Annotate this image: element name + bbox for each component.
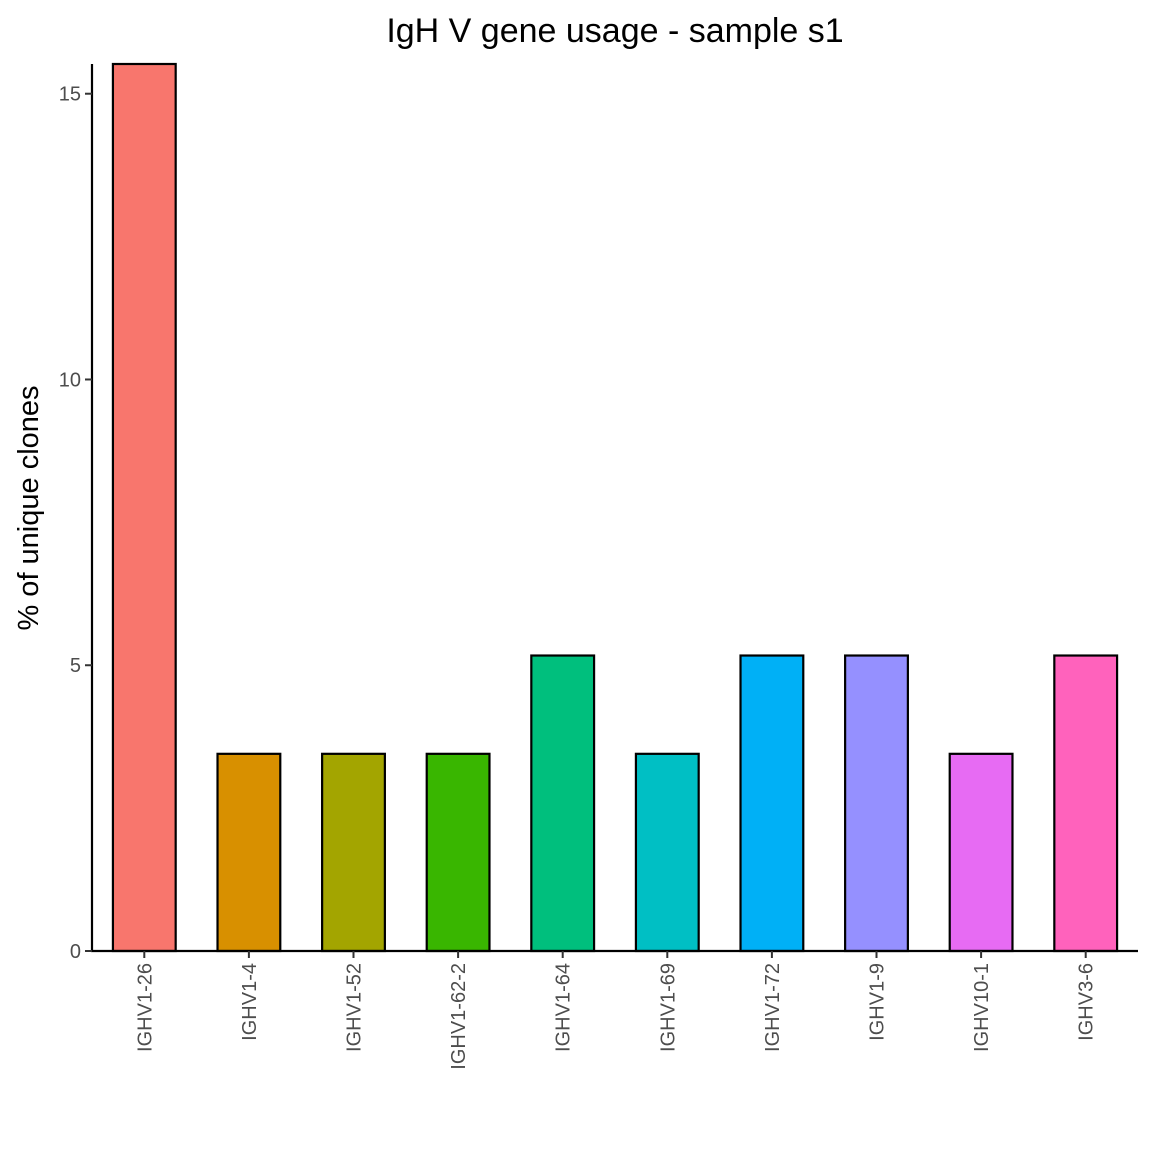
y-tick-label: 15	[59, 84, 81, 106]
x-tick-label: IGHV1-9	[867, 963, 889, 1041]
bar-ighv3-6	[1053, 654, 1119, 953]
chart-title: IgH V gene usage - sample s1	[386, 12, 843, 50]
x-tick-label: IGHV1-69	[657, 963, 679, 1052]
x-tick-label: IGHV3-6	[1076, 963, 1098, 1041]
y-axis-label: % of unique clones	[13, 385, 45, 630]
bar-ighv1-9	[844, 654, 909, 953]
bars-group	[111, 62, 1119, 953]
x-tick-label: IGHV1-52	[344, 963, 366, 1052]
y-ticks-group: 0 5 10 15	[59, 84, 92, 963]
x-tick-label: IGHV1-4	[239, 963, 261, 1041]
bar-ighv1-26	[111, 62, 177, 953]
bar-ighv1-72	[739, 654, 805, 953]
bar-ighv10-1	[948, 752, 1014, 953]
bar-ighv1-64	[530, 654, 596, 953]
x-tick-label: IGHV1-72	[762, 963, 784, 1052]
y-tick-label: 5	[70, 655, 81, 677]
x-tick-label: IGHV10-1	[971, 963, 993, 1052]
bar-ighv1-52	[321, 752, 386, 953]
x-ticks-group: IGHV1-26 IGHV1-4 IGHV1-52 IGHV1-62-2 IGHV1-6…	[134, 951, 1098, 1070]
y-tick-label: 0	[70, 941, 81, 963]
bar-ighv1-69	[634, 752, 700, 953]
x-tick-label: IGHV1-26	[134, 963, 156, 1052]
x-tick-label: IGHV1-64	[553, 963, 575, 1052]
x-tick-label: IGHV1-62-2	[448, 963, 470, 1070]
bar-ighv1-4	[216, 752, 282, 953]
bar-ighv1-62-2	[425, 752, 491, 953]
y-tick-label: 10	[59, 369, 81, 391]
